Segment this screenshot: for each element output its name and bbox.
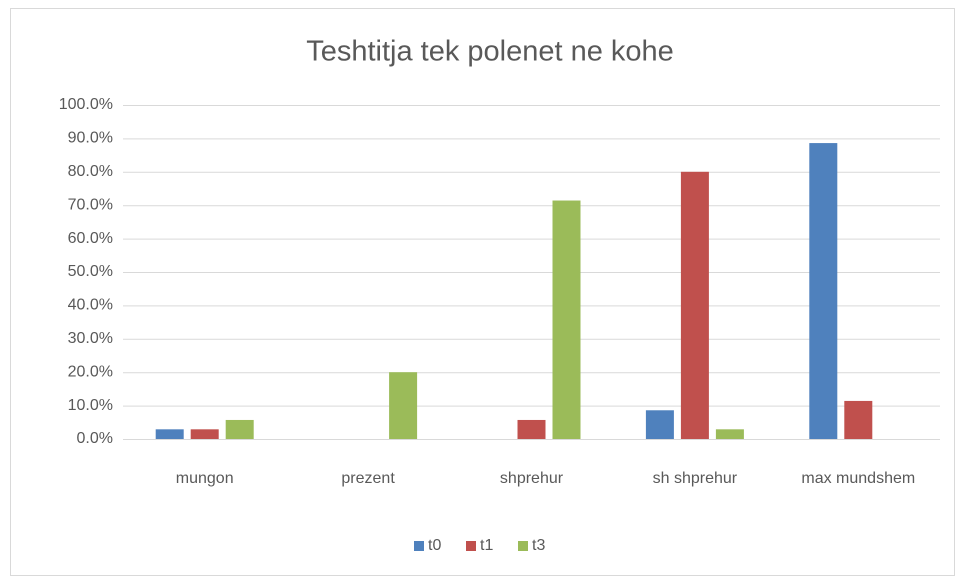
chart-border (10, 8, 955, 576)
y-tick-label: 30.0% (68, 330, 113, 347)
bar (680, 171, 709, 440)
bar (517, 419, 546, 439)
y-tick-label: 0.0% (77, 430, 113, 447)
bar (645, 410, 674, 439)
legend-swatch (518, 541, 528, 551)
bar (190, 429, 219, 439)
y-tick-label: 50.0% (68, 263, 113, 280)
x-tick-label: prezent (341, 470, 395, 487)
legend-swatch (466, 541, 476, 551)
x-tick-label: mungon (176, 470, 234, 487)
legend-label: t0 (428, 537, 441, 554)
bar (844, 400, 873, 439)
y-tick-label: 60.0% (68, 230, 113, 247)
y-tick-label: 100.0% (59, 96, 113, 113)
x-tick-label: shprehur (500, 470, 564, 487)
bar (155, 429, 184, 439)
legend-label: t1 (480, 537, 493, 554)
bar (552, 200, 581, 439)
y-tick-label: 10.0% (68, 397, 113, 414)
y-tick-label: 90.0% (68, 130, 113, 147)
y-tick-label: 70.0% (68, 196, 113, 213)
bar (389, 372, 418, 439)
bar (715, 429, 744, 439)
legend-label: t3 (532, 537, 545, 554)
y-tick-label: 20.0% (68, 363, 113, 380)
x-tick-label: max mundshem (801, 470, 915, 487)
y-tick-label: 40.0% (68, 297, 113, 314)
bar (225, 419, 254, 439)
bar (809, 143, 838, 440)
y-tick-label: 80.0% (68, 163, 113, 180)
legend-swatch (414, 541, 424, 551)
chart-title: Teshtitja tek polenet ne kohe (306, 36, 674, 68)
x-tick-label: sh shprehur (653, 470, 738, 487)
